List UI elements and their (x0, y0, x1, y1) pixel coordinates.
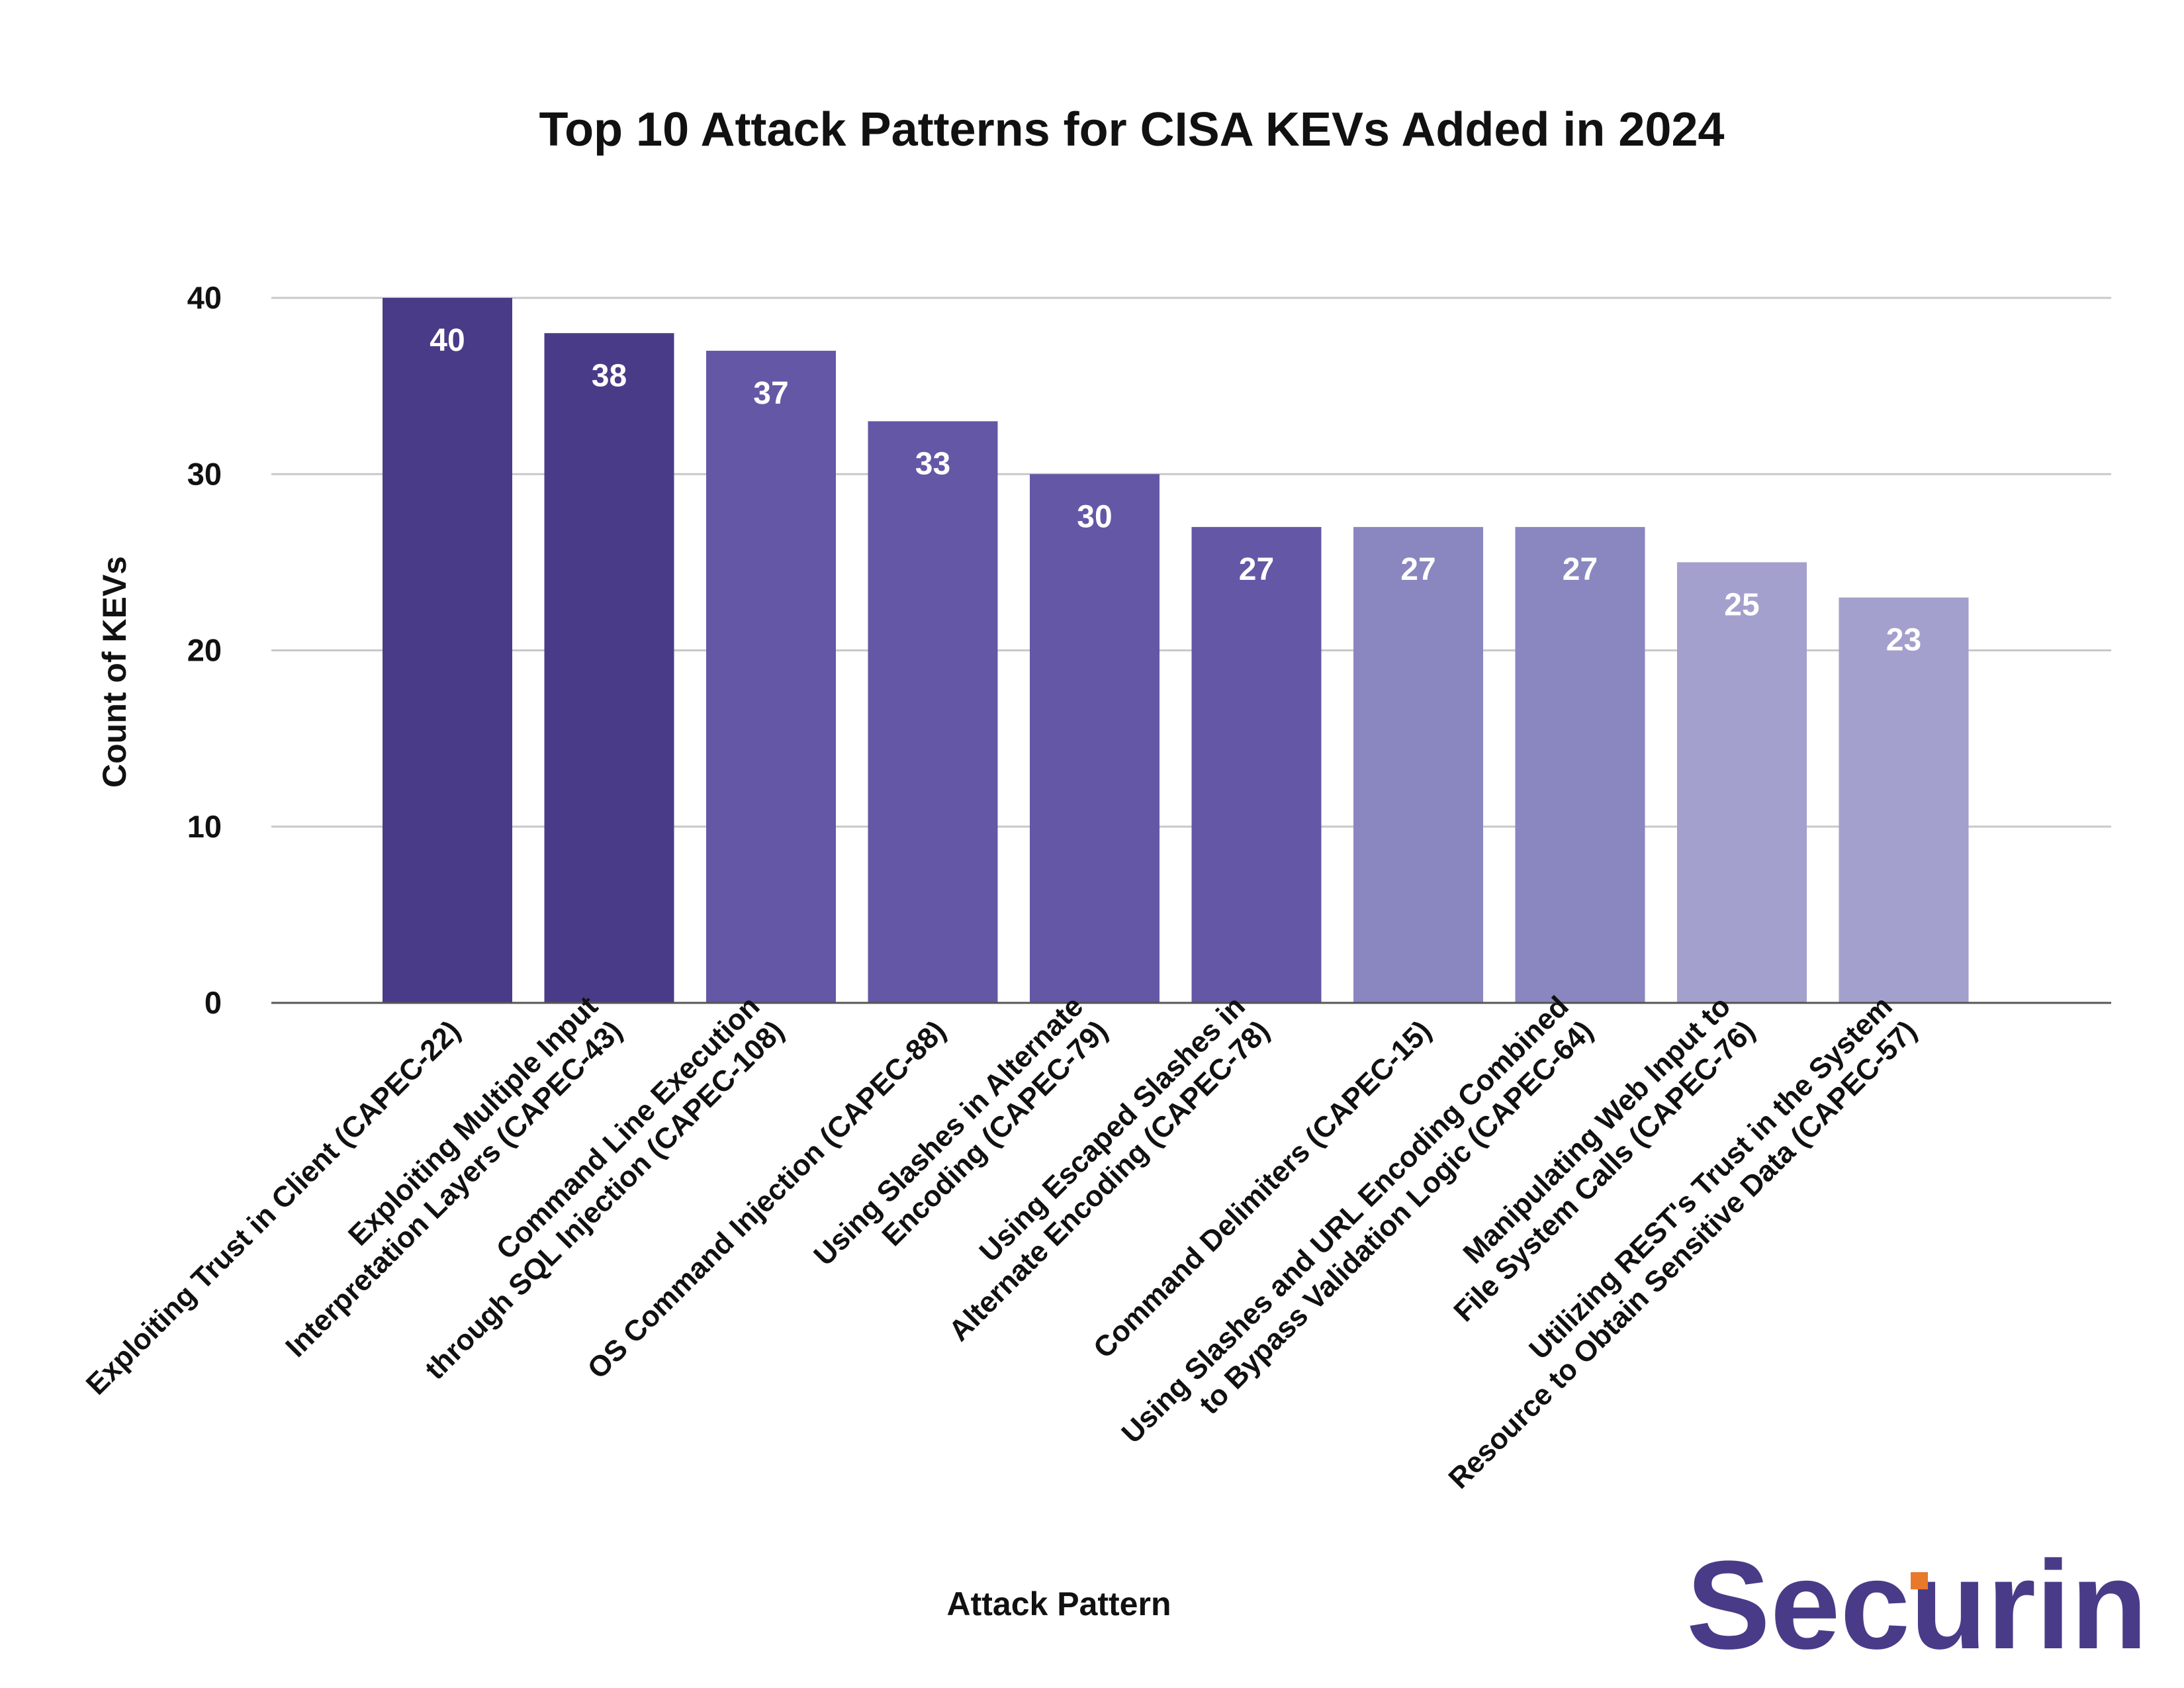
bar-value-label: 37 (753, 376, 788, 411)
y-axis-title: Count of KEVs (96, 556, 133, 788)
bar (868, 421, 998, 1003)
data-labels: 40 38 37 33 30 27 27 27 25 23 (430, 323, 1921, 658)
bar-value-label: 30 (1077, 499, 1112, 534)
chart-title: Top 10 Attack Patterns for CISA KEVs Add… (539, 103, 1724, 156)
bar-value-label: 23 (1886, 623, 1921, 658)
x-axis-category-labels: Exploiting Trust in Client (CAPEC-22)Exp… (80, 990, 1923, 1495)
securin-logo: Securin (1686, 1535, 2148, 1675)
bars (383, 298, 1969, 1003)
bar-value-label: 27 (1239, 552, 1274, 587)
bar-value-label: 25 (1724, 587, 1759, 622)
bar (544, 333, 674, 1003)
bar (1677, 562, 1807, 1003)
bar (1030, 474, 1160, 1003)
y-tick-label: 30 (187, 456, 222, 491)
bar-value-label: 27 (1563, 552, 1598, 587)
logo-accent (1911, 1572, 1928, 1589)
bar (383, 298, 512, 1003)
bar-value-label: 40 (430, 323, 465, 358)
bar (1353, 527, 1483, 1003)
bar (1839, 597, 1969, 1003)
bar (1191, 527, 1322, 1003)
bar-value-label: 38 (592, 358, 627, 393)
y-axis-ticks: 0 10 20 30 40 (187, 280, 222, 1020)
y-tick-label: 10 (187, 809, 222, 844)
bar (1515, 527, 1645, 1003)
y-tick-label: 40 (187, 280, 222, 315)
logo-wordmark: Securin (1686, 1535, 2148, 1675)
bar-value-label: 33 (915, 446, 950, 481)
bar-value-label: 27 (1400, 552, 1435, 587)
y-tick-label: 20 (187, 633, 222, 668)
y-tick-label: 0 (205, 985, 222, 1020)
x-category-label-line: through SQL Injection (CAPEC-108) (419, 1014, 790, 1385)
bar (706, 350, 836, 1003)
x-axis-title: Attack Pattern (947, 1585, 1171, 1622)
